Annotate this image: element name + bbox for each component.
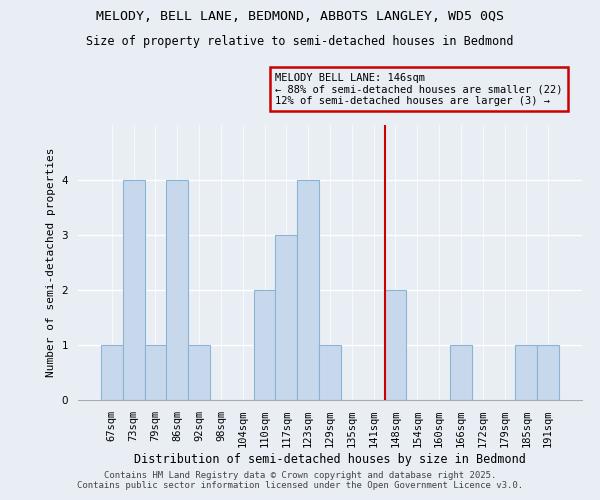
Text: MELODY, BELL LANE, BEDMOND, ABBOTS LANGLEY, WD5 0QS: MELODY, BELL LANE, BEDMOND, ABBOTS LANGL…	[96, 10, 504, 23]
Bar	[515, 345, 537, 400]
Bar	[166, 180, 188, 400]
Bar	[254, 290, 275, 400]
Y-axis label: Number of semi-detached properties: Number of semi-detached properties	[46, 148, 56, 377]
Text: MELODY BELL LANE: 146sqm
← 88% of semi-detached houses are smaller (22)
12% of s: MELODY BELL LANE: 146sqm ← 88% of semi-d…	[275, 72, 563, 106]
Bar	[319, 345, 341, 400]
Bar	[275, 235, 297, 400]
Bar	[123, 180, 145, 400]
Bar	[101, 345, 123, 400]
Bar	[385, 290, 406, 400]
Bar	[297, 180, 319, 400]
Bar	[145, 345, 166, 400]
Text: Contains HM Land Registry data © Crown copyright and database right 2025.
Contai: Contains HM Land Registry data © Crown c…	[77, 470, 523, 490]
Text: Size of property relative to semi-detached houses in Bedmond: Size of property relative to semi-detach…	[86, 35, 514, 48]
Bar	[188, 345, 210, 400]
X-axis label: Distribution of semi-detached houses by size in Bedmond: Distribution of semi-detached houses by …	[134, 453, 526, 466]
Bar	[450, 345, 472, 400]
Bar	[537, 345, 559, 400]
